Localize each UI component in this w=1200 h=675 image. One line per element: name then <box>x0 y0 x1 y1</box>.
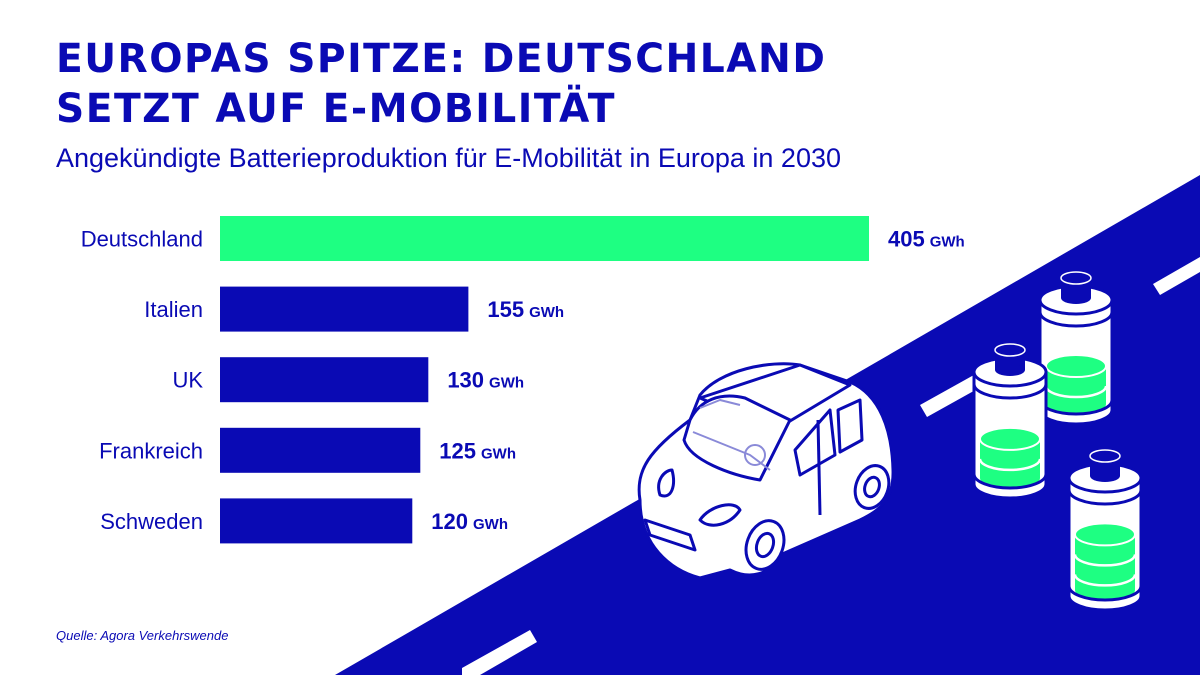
page-title: EUROPAS SPITZE: DEUTSCHLAND SETZT AUF E-… <box>56 34 826 134</box>
source-note: Quelle: Agora Verkehrswende <box>56 628 229 643</box>
battery-icon <box>972 343 1048 500</box>
title-line-1: EUROPAS SPITZE: DEUTSCHLAND <box>56 36 827 82</box>
title-line-2: SETZT AUF E-MOBILITÄT <box>56 86 616 132</box>
battery-icon <box>1038 271 1114 426</box>
chart-subtitle: Angekündigte Batterieproduktion für E-Mo… <box>56 143 841 173</box>
battery-icon <box>1067 449 1143 612</box>
car-icon <box>637 362 895 580</box>
